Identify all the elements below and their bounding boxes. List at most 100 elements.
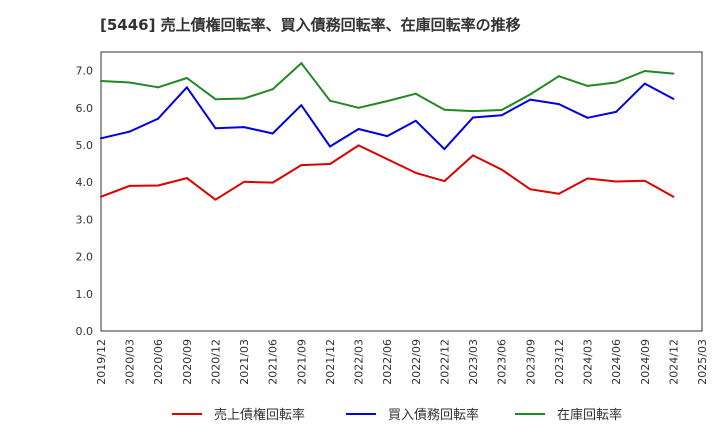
y-tick-label: 0.0 [76,325,94,338]
data-point [443,148,446,151]
x-tick-label: 2023/03 [467,339,480,385]
data-point [500,168,503,171]
data-point [414,119,417,122]
data-point [643,82,646,85]
x-tick-label: 2024/03 [582,339,595,385]
data-point [300,164,303,167]
data-point [557,103,560,106]
x-tick-label: 2020/09 [181,339,194,385]
data-point [128,130,131,133]
data-point [472,116,475,119]
data-point [128,184,131,187]
x-tick-label: 2022/09 [410,339,423,385]
x-tick-label: 2023/09 [524,339,537,385]
data-point [243,180,246,183]
x-tick-label: 2025/03 [696,339,709,385]
axis-layer: 2019/12 2020/03 2020/06 2020/09 2020/12 2021/… [76,51,709,385]
y-tick-label: 2.0 [76,251,94,264]
plot-frame [100,51,703,332]
legend-item-2: 買入債務回転率 [346,407,479,423]
data-point [672,72,675,75]
data-point [357,106,360,109]
data-point [472,154,475,157]
data-point [615,81,618,84]
data-point [472,110,475,113]
data-point [185,77,188,80]
legend-label: 売上債権回転率 [214,407,305,423]
data-point [529,93,532,96]
data-point [328,145,331,148]
data-point [500,114,503,117]
data-point [328,99,331,102]
data-point [643,179,646,182]
data-point [300,104,303,107]
data-point [500,109,503,112]
x-tick-label: 2022/06 [381,339,394,385]
data-point [615,180,618,183]
data-point [529,98,532,101]
data-point [214,127,217,130]
data-point [586,177,589,180]
y-tick-label: 7.0 [76,65,94,78]
data-point [386,158,389,161]
data-point [100,80,102,83]
data-point [672,195,675,198]
data-point [243,97,246,100]
series-layer [100,62,675,201]
data-point [586,116,589,119]
data-point [357,128,360,131]
chart-title: [5446] 売上債権回転率、買入債務回転率、在庫回転率の推移 [100,16,521,34]
data-point [128,81,131,84]
legend: 売上債権回転率 買入債務回転率 在庫回転率 [172,407,622,423]
data-point [586,84,589,87]
data-point [615,110,618,113]
legend-label: 在庫回転率 [557,407,622,423]
y-tick-label: 1.0 [76,288,94,301]
data-point [271,181,274,184]
x-tick-label: 2021/06 [267,339,280,385]
x-tick-label: 2024/12 [667,339,680,385]
data-point [443,108,446,111]
data-point [557,75,560,78]
x-tick-label: 2022/12 [438,339,451,385]
data-point [100,195,102,198]
data-point [386,135,389,138]
legend-item-1: 売上債権回転率 [172,407,305,423]
x-tick-label: 2023/12 [553,339,566,385]
data-point [643,69,646,72]
data-point [271,88,274,91]
data-point [414,92,417,95]
x-tick-label: 2019/12 [95,339,108,385]
x-tick-label: 2023/06 [496,339,509,385]
data-point [672,97,675,100]
data-point [157,86,160,89]
y-tick-label: 4.0 [76,176,94,189]
data-point [214,198,217,201]
data-point [414,171,417,174]
y-tick-label: 6.0 [76,102,94,115]
data-point [328,162,331,165]
x-tick-label: 2020/06 [152,339,165,385]
x-tick-label: 2021/03 [238,339,251,385]
x-tick-label: 2021/09 [295,339,308,385]
x-tick-label: 2024/09 [639,339,652,385]
data-point [357,144,360,147]
data-point [157,117,160,120]
data-point [300,62,303,65]
data-point [214,98,217,101]
data-point [243,126,246,129]
x-tick-label: 2022/03 [353,339,366,385]
x-tick-label: 2021/12 [324,339,337,385]
data-point [185,177,188,180]
x-tick-label: 2020/12 [209,339,222,385]
data-point [529,188,532,191]
data-point [271,132,274,135]
data-point [443,180,446,183]
legend-item-3: 在庫回転率 [515,407,622,423]
data-point [157,184,160,187]
data-point [185,86,188,89]
x-tick-label: 2020/03 [124,339,137,385]
x-tick-label: 2024/06 [610,339,623,385]
legend-label: 買入債務回転率 [388,407,479,423]
